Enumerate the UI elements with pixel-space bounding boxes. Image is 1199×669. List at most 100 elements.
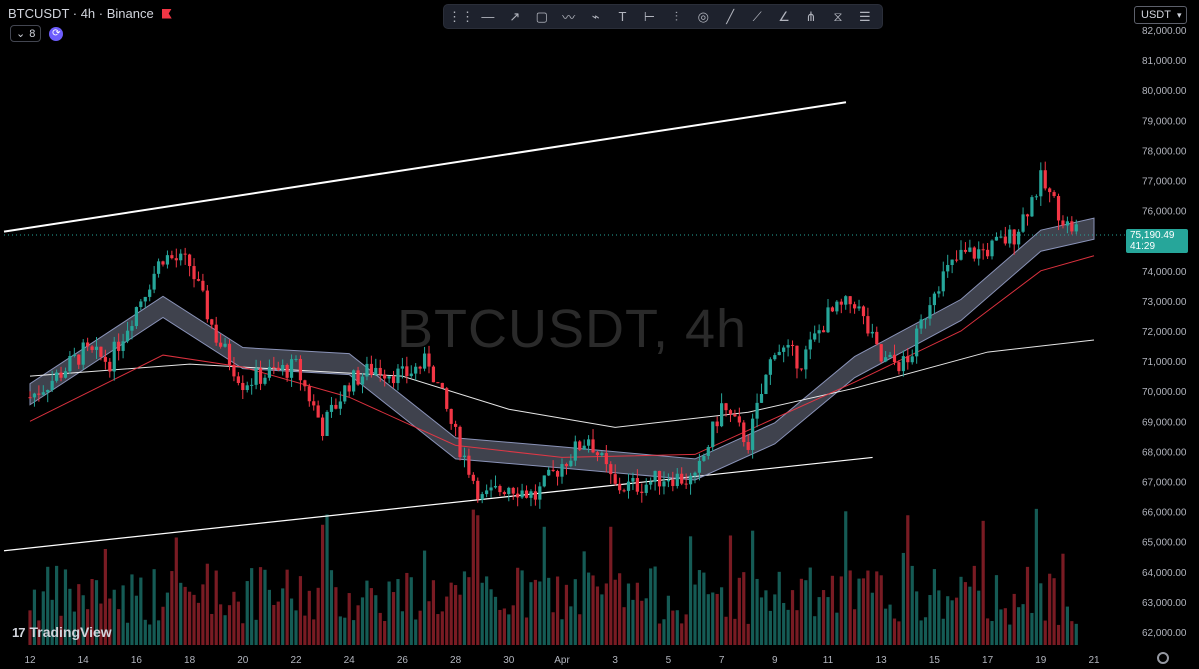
volume-bar: [981, 520, 985, 645]
sync-icon[interactable]: ⟳: [49, 26, 64, 41]
rectangle-icon[interactable]: ▢: [535, 8, 548, 24]
candle-body: [134, 307, 138, 327]
line-tool-icon[interactable]: ╱: [726, 8, 735, 24]
indicators-toggle[interactable]: ⌄ 8: [10, 25, 42, 42]
candle-body: [1061, 220, 1065, 226]
candle-body: [835, 301, 839, 312]
brush-icon[interactable]: 〰: [562, 10, 576, 25]
candle-body: [702, 455, 706, 461]
candle-body: [746, 442, 750, 450]
candle-body: [932, 293, 936, 306]
candle-body: [706, 447, 710, 456]
candle-body: [94, 346, 99, 350]
candle-body: [542, 475, 546, 487]
volume-bar: [165, 592, 170, 645]
y-tick-label: 68,000.00: [1142, 447, 1187, 458]
candle-body: [121, 341, 125, 351]
candle-body: [848, 296, 852, 305]
path-icon[interactable]: ⌁: [591, 8, 600, 24]
gear-icon[interactable]: [1157, 652, 1169, 664]
volume-bar: [990, 621, 994, 645]
candle-body: [143, 296, 147, 302]
candle-body: [32, 393, 37, 398]
horizontal-line-icon[interactable]: —: [481, 9, 495, 24]
circle-icon[interactable]: ◎: [697, 8, 709, 24]
volume-bar: [618, 573, 622, 645]
candle-body: [844, 296, 848, 305]
volume-bar: [356, 605, 360, 645]
x-tick-label: 7: [719, 655, 725, 666]
pitchfork-icon[interactable]: ⋔: [805, 8, 817, 24]
candle-body: [999, 236, 1003, 238]
candle-body: [817, 330, 821, 334]
x-tick-label: 16: [131, 655, 143, 666]
candle-body: [547, 469, 551, 476]
volume-bar: [400, 611, 404, 645]
candle-body: [662, 481, 666, 487]
volume-bar: [542, 526, 546, 645]
candle-body: [946, 265, 950, 272]
candle-body: [538, 486, 542, 500]
volume-bar: [427, 601, 431, 645]
volume-bar: [799, 578, 803, 645]
long-position-icon[interactable]: ⫶: [674, 8, 678, 24]
candle-body: [241, 382, 245, 391]
gann-icon[interactable]: ⧖: [833, 8, 843, 24]
candle-body: [258, 368, 263, 384]
candle-body: [325, 411, 329, 436]
candle-body: [298, 358, 303, 381]
tradingview-logo[interactable]: 17 TradingView: [12, 624, 112, 640]
volume-bar: [378, 612, 382, 645]
y-tick-label: 79,000.00: [1142, 116, 1187, 127]
text-icon[interactable]: T: [618, 9, 627, 24]
volume-bar: [733, 618, 737, 645]
volume-bar: [1025, 566, 1030, 645]
volume-bar: [99, 603, 103, 645]
y-tick-label: 65,000.00: [1142, 538, 1187, 549]
candle-body: [693, 472, 697, 476]
volume-bar: [600, 594, 604, 645]
candle-body: [37, 393, 41, 395]
currency-select[interactable]: USDT ▾: [1134, 6, 1187, 24]
flag-icon[interactable]: [161, 8, 172, 19]
volume-bar: [28, 610, 32, 645]
candle-body: [50, 380, 54, 390]
candle-body: [529, 491, 533, 498]
candle-body: [773, 355, 777, 360]
arrow-icon[interactable]: ↗: [509, 8, 521, 24]
y-tick-label: 69,000.00: [1142, 417, 1187, 428]
candle-body: [892, 354, 897, 363]
volume-bar: [329, 570, 334, 645]
volume-bar: [861, 578, 866, 645]
volume-bar: [808, 567, 812, 645]
volume-bar: [454, 585, 458, 645]
candle-body: [334, 404, 338, 409]
volume-bar: [201, 584, 205, 645]
volume-bar: [1061, 553, 1065, 645]
candle-body: [644, 484, 648, 493]
candle-body: [289, 359, 294, 378]
volume-bar: [671, 610, 675, 645]
volume-bar: [688, 536, 693, 645]
trend-angle-icon[interactable]: ∠: [778, 8, 790, 24]
drawing-toolbar: ⋮⋮ — ↗ ▢ 〰 ⌁ T ⊢ ⫶ ◎ ╱ ⟋ ∠ ⋔ ⧖ ☰: [443, 4, 883, 29]
volume-bar: [1021, 604, 1025, 645]
ray-icon[interactable]: ⟋: [752, 8, 762, 24]
y-tick-label: 76,000.00: [1142, 207, 1187, 218]
candle-body: [1056, 196, 1061, 221]
fib-icon[interactable]: ⊢: [643, 8, 656, 24]
volume-bar: [387, 581, 391, 645]
candle-body: [303, 380, 307, 387]
candle-body: [223, 343, 227, 347]
settings-lines-icon[interactable]: ☰: [859, 8, 871, 24]
volume-bar: [352, 620, 356, 645]
drag-handle-icon[interactable]: ⋮⋮: [448, 8, 474, 24]
symbol-title[interactable]: BTCUSDT · 4h · Binance: [8, 6, 154, 21]
volume-bar: [68, 588, 72, 645]
candle-body: [684, 483, 688, 485]
candle-body: [786, 344, 790, 348]
volume-bar: [1012, 593, 1016, 645]
volume-bar: [409, 577, 413, 645]
candle-body: [170, 255, 174, 259]
